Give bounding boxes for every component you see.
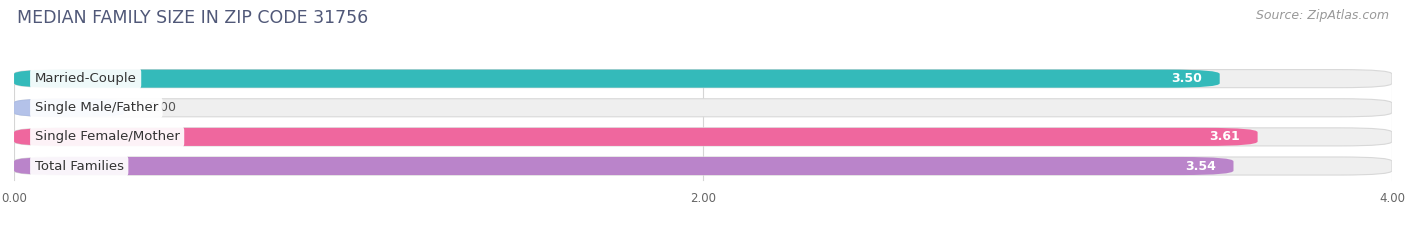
FancyBboxPatch shape [14,157,1233,175]
FancyBboxPatch shape [14,99,124,117]
Text: 3.61: 3.61 [1209,130,1240,143]
Text: 3.54: 3.54 [1185,160,1216,172]
FancyBboxPatch shape [14,128,1392,146]
Text: Married-Couple: Married-Couple [35,72,136,85]
Text: Single Male/Father: Single Male/Father [35,101,157,114]
Text: Source: ZipAtlas.com: Source: ZipAtlas.com [1256,9,1389,22]
Text: Single Female/Mother: Single Female/Mother [35,130,180,143]
FancyBboxPatch shape [14,128,1257,146]
FancyBboxPatch shape [14,70,1219,88]
Text: MEDIAN FAMILY SIZE IN ZIP CODE 31756: MEDIAN FAMILY SIZE IN ZIP CODE 31756 [17,9,368,27]
Text: 0.00: 0.00 [149,101,176,114]
FancyBboxPatch shape [14,99,1392,117]
Text: Total Families: Total Families [35,160,124,172]
Text: 3.50: 3.50 [1171,72,1202,85]
FancyBboxPatch shape [14,70,1392,88]
FancyBboxPatch shape [14,157,1392,175]
